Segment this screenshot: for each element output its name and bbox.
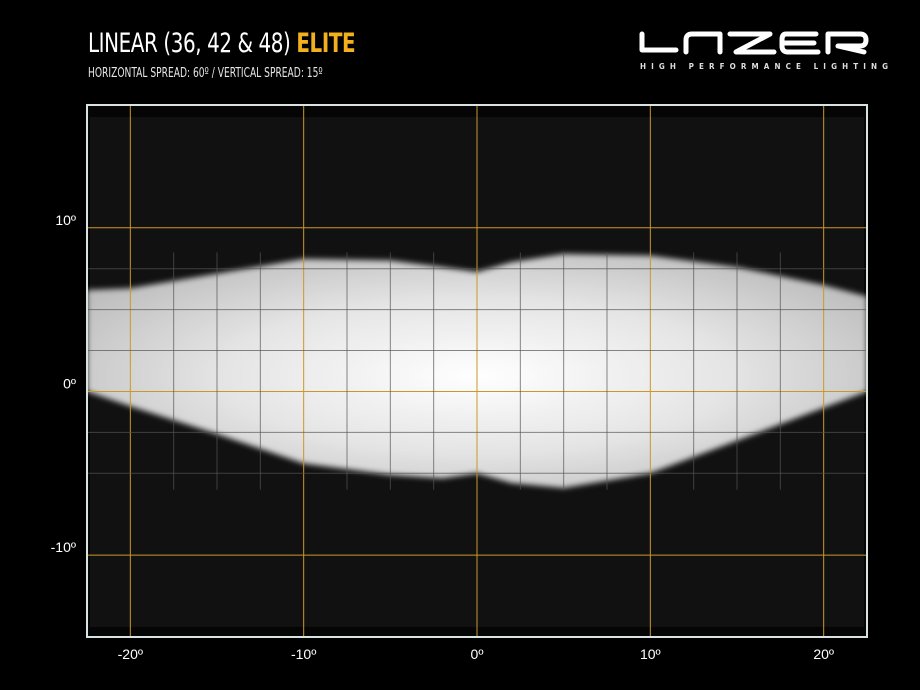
y-tick-label: 0º bbox=[63, 375, 76, 391]
minor-grid bbox=[87, 252, 867, 490]
lazer-logo bbox=[639, 31, 869, 55]
x-tick-label: -10º bbox=[291, 646, 316, 662]
page-title: LINEAR (36, 42 & 48) ELITE bbox=[88, 28, 356, 59]
title-accent: ELITE bbox=[296, 28, 356, 59]
title-main: LINEAR (36, 42 & 48) bbox=[88, 28, 291, 59]
x-tick-label: -20º bbox=[118, 646, 143, 662]
plot-frame bbox=[86, 104, 868, 638]
plot-area bbox=[87, 105, 867, 637]
y-tick-label: 10º bbox=[55, 212, 76, 228]
x-tick-label: 10º bbox=[640, 646, 661, 662]
spread-subtitle: HORIZONTAL SPREAD: 60º / VERTICAL SPREAD… bbox=[88, 66, 323, 81]
y-tick-label: -10º bbox=[51, 539, 76, 555]
x-tick-label: 20º bbox=[813, 646, 834, 662]
logo-tagline: HIGH PERFORMANCE LIGHTING bbox=[640, 62, 894, 71]
x-tick-label: 0º bbox=[471, 646, 484, 662]
